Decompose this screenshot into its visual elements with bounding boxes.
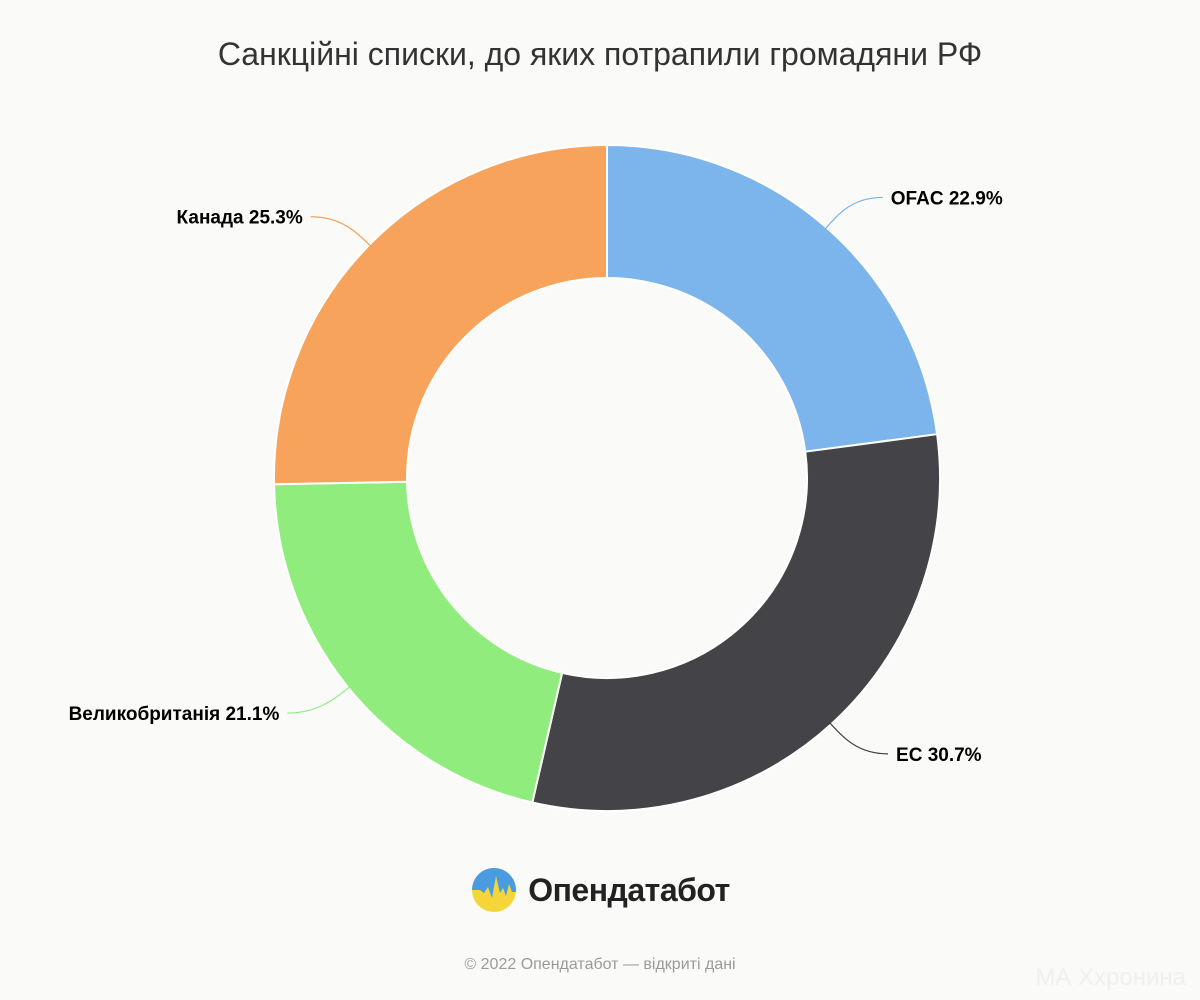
slice-1[interactable]: [606, 143, 939, 453]
slice-label-3: Великобританія 21.1%: [69, 704, 280, 725]
slice-label-4: Канада 25.3%: [177, 208, 303, 229]
chart-title: Санкційні списки, до яких потрапили гром…: [217, 36, 983, 72]
slice-2[interactable]: [531, 433, 941, 812]
footer-note: © 2022 Опендатабот — відкриті дані: [464, 956, 736, 973]
connector-4: [310, 216, 372, 247]
slice-3[interactable]: [273, 480, 564, 804]
watermark: МА Ххронина: [1035, 964, 1186, 991]
connector-1: [824, 196, 883, 230]
brand-name: Опендатабот: [528, 871, 730, 908]
slice-label-2: ЕС 30.7%: [896, 745, 982, 766]
slice-label-1: OFAC 22.9%: [891, 188, 1003, 209]
opendatabot-logo-icon: [472, 868, 517, 912]
connector-3: [287, 686, 351, 714]
connector-2: [829, 722, 889, 755]
slice-4[interactable]: [273, 143, 608, 486]
brand-logo: Опендатабот: [0, 866, 1200, 914]
